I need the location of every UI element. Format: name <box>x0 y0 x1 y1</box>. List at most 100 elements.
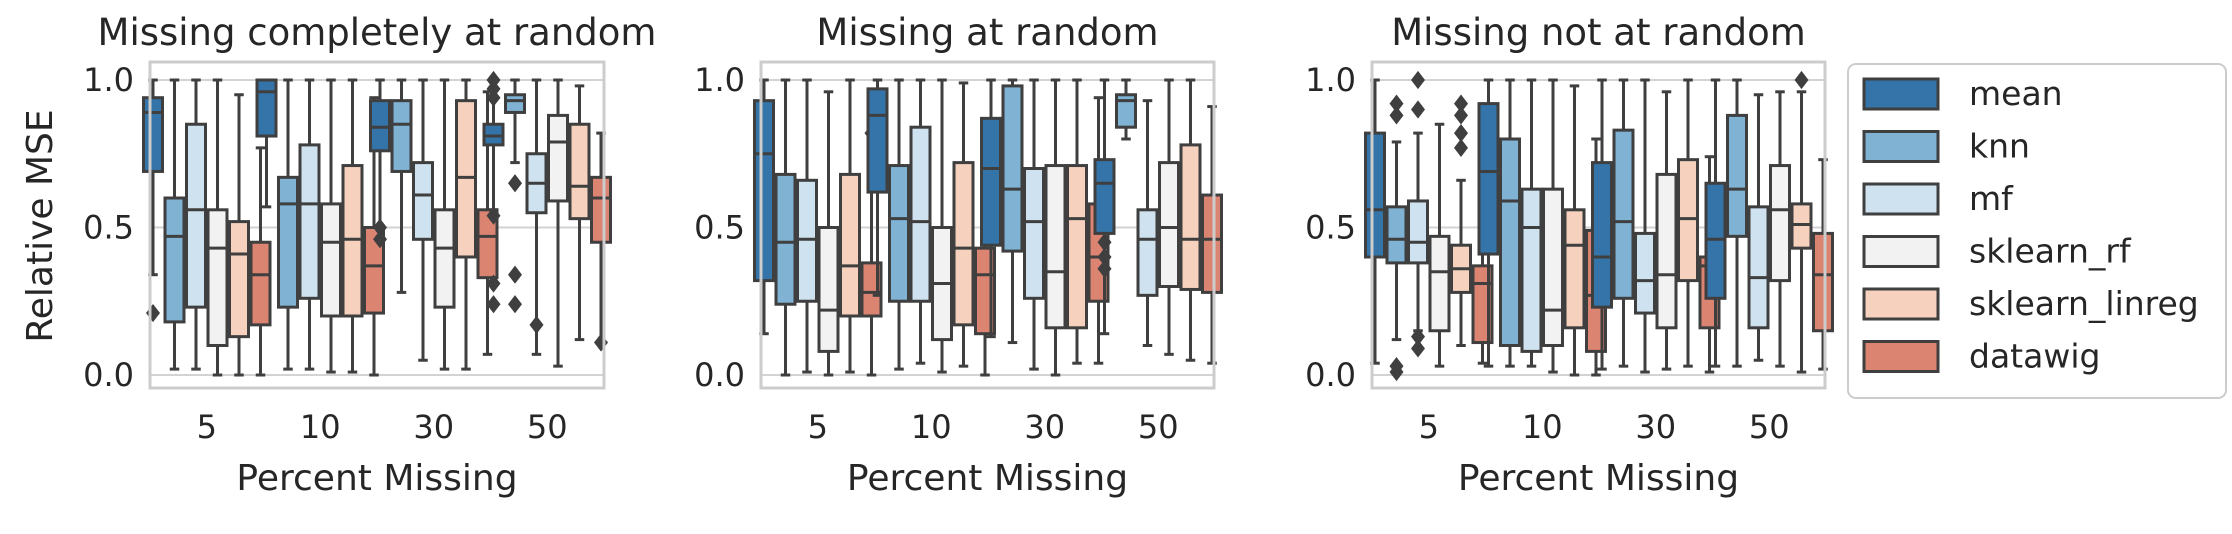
box-sklearn_rf <box>320 78 342 374</box>
outlier-point <box>486 206 501 225</box>
box-sklearn_linreg <box>568 84 591 342</box>
y-tick-label: 1.0 <box>83 61 134 99</box>
box-iqr <box>1655 172 1678 330</box>
box-iqr <box>249 240 272 327</box>
outlier-point <box>1411 70 1425 90</box>
box-knn <box>888 78 910 371</box>
legend-label: sklearn_linreg <box>1969 284 2199 323</box>
box-mf <box>909 78 932 365</box>
x-tick-label: 5 <box>197 408 217 446</box>
box-iqr <box>476 208 499 280</box>
x-tick-label: 10 <box>911 408 952 446</box>
x-axis-label: Percent Missing <box>1458 458 1739 499</box>
box-group-10 <box>255 78 385 377</box>
box-sklearn_rf <box>931 78 953 374</box>
box-iqr <box>1563 208 1586 330</box>
legend-label: datawig <box>1969 337 2100 376</box>
panel-2: 0.0 0.5 1.0 5 10 30 50 Percent Missing Missing a… <box>694 11 1223 499</box>
box-sklearn_linreg <box>1677 78 1699 368</box>
legend-swatch <box>1862 287 1940 321</box>
outlier-point <box>529 315 544 334</box>
box-iqr <box>1726 113 1748 238</box>
box-iqr <box>320 202 342 318</box>
box-iqr <box>590 175 612 244</box>
box-sklearn_rf <box>206 78 229 377</box>
box-datawig <box>476 90 499 356</box>
box-group-10 <box>1477 78 1607 377</box>
box-group-5 <box>753 78 883 377</box>
box-iqr <box>1591 161 1613 309</box>
x-tick-label: 10 <box>1522 408 1563 446</box>
outlier-point <box>486 88 501 107</box>
box-iqr <box>1364 131 1386 259</box>
outlier-point <box>1454 94 1468 113</box>
box-iqr <box>1201 193 1223 294</box>
box-iqr <box>1385 205 1408 265</box>
legend-swatch <box>1862 235 1940 268</box>
outlier-point <box>486 274 501 293</box>
legend-label: mf <box>1969 179 2014 218</box>
box-mean <box>980 78 1002 339</box>
box-iqr <box>1115 93 1137 129</box>
x-axis-label: Percent Missing <box>236 458 517 499</box>
box-iqr <box>1499 137 1521 347</box>
box-sklearn_linreg <box>952 81 975 368</box>
box-iqr <box>568 122 591 221</box>
box-iqr <box>412 161 434 241</box>
box-iqr <box>547 113 569 203</box>
box-iqr <box>277 175 299 309</box>
panel-frame <box>148 60 606 390</box>
legend-label: sklearn_rf <box>1969 232 2132 271</box>
box-iqr <box>839 172 861 318</box>
box-mf <box>1747 93 1770 362</box>
outlier-point <box>508 265 522 284</box>
box-mf <box>185 78 207 371</box>
box-iqr <box>1747 205 1770 330</box>
box-mean <box>369 78 391 249</box>
box-sklearn_rf <box>1428 122 1451 368</box>
box-datawig <box>590 131 612 352</box>
outlier-point <box>1454 138 1468 157</box>
outlier-point <box>146 303 160 323</box>
box-iqr <box>888 164 910 303</box>
box-mean <box>142 78 164 323</box>
legend-item-datawig: datawig <box>1862 337 2100 376</box>
box-iqr <box>1477 102 1500 256</box>
box-iqr <box>817 226 840 353</box>
panel-title: Missing not at random <box>1391 11 1806 54</box>
box-mean <box>255 78 278 209</box>
box-sklearn_rf <box>547 78 569 368</box>
box-datawig <box>1812 158 1834 371</box>
box-iqr <box>909 125 932 303</box>
y-tick-label: 0.0 <box>83 356 134 394</box>
box-mean <box>1093 78 1116 336</box>
box-datawig <box>363 96 385 377</box>
legend-item-sklearn_linreg: sklearn_linreg <box>1862 284 2199 323</box>
box-iqr <box>866 87 889 194</box>
y-tick-label: 1.0 <box>1305 61 1356 99</box>
outlier-point <box>1411 339 1425 358</box>
box-sklearn_rf <box>1542 78 1564 374</box>
box-iqr <box>163 196 186 324</box>
legend-item-mean: mean <box>1862 74 2063 113</box>
box-sklearn_rf <box>433 78 456 371</box>
box-mean <box>482 70 505 314</box>
panel-frame <box>1370 60 1827 390</box>
outlier-point <box>508 295 522 314</box>
box-iqr <box>1001 84 1024 253</box>
box-sklearn_linreg <box>228 93 250 377</box>
box-knn <box>1612 78 1635 368</box>
box-knn <box>774 78 797 377</box>
box-iqr <box>390 99 413 173</box>
box-mf <box>1634 78 1656 374</box>
outlier-point <box>1794 70 1809 90</box>
box-sklearn_rf <box>1158 78 1180 356</box>
box-mean <box>1477 78 1500 368</box>
outlier-point <box>1454 124 1468 143</box>
box-mf <box>1136 99 1159 347</box>
legend-label: knn <box>1969 127 2030 166</box>
panel-1: 0.0 0.5 1.0 5 10 30 50 Percent Missing Missing c… <box>83 11 656 499</box>
box-mf <box>1407 70 1429 358</box>
x-tick-label: 10 <box>300 408 341 446</box>
box-group-5 <box>142 78 272 377</box>
